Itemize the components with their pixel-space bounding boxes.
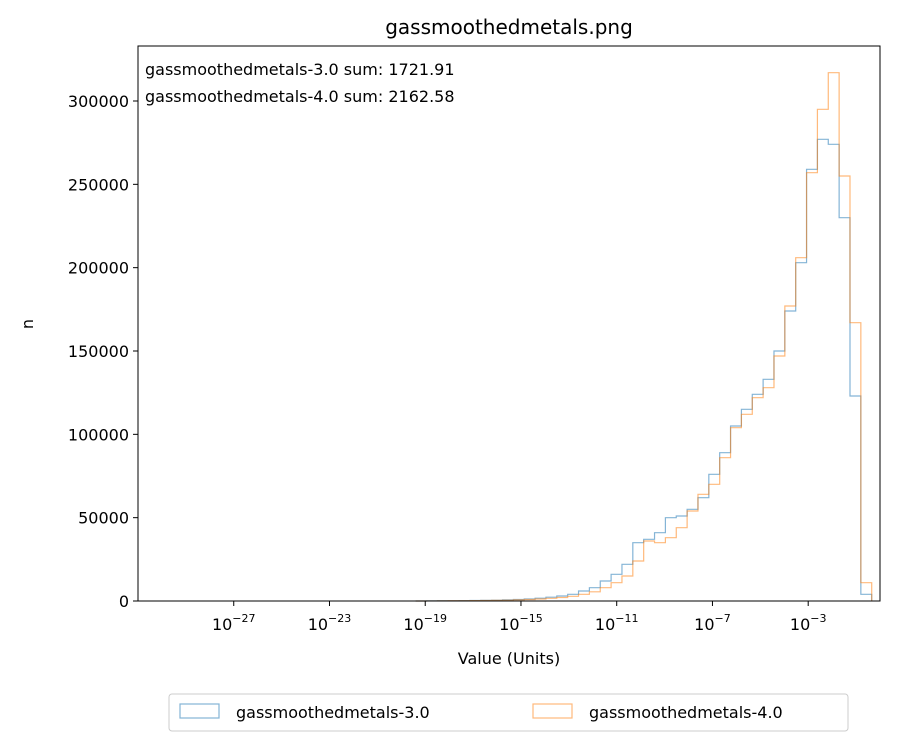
legend-label-series-2: gassmoothedmetals-4.0 — [589, 703, 783, 722]
legend-swatch-series-2 — [532, 703, 573, 719]
y-tick-label: 200000 — [68, 259, 129, 278]
legend: gassmoothedmetals-3.0 gassmoothedmetals-… — [168, 693, 849, 732]
y-tick-label: 150000 — [68, 342, 129, 361]
y-axis-label: n — [18, 319, 37, 329]
legend-box — [168, 693, 849, 732]
x-tick-label: 10−27 — [212, 612, 256, 634]
legend-swatch-series-1 — [179, 703, 220, 719]
x-tick-label: 10−11 — [595, 612, 639, 634]
axes-frame — [137, 45, 881, 602]
y-tick-label: 300000 — [68, 92, 129, 111]
x-tick-label: 10−19 — [403, 612, 447, 634]
y-tick-label: 50000 — [78, 509, 129, 528]
series-2-step-outline — [415, 72, 873, 602]
series-layer — [415, 72, 873, 602]
x-tick-label: 10−7 — [694, 612, 731, 634]
x-tick-label: 10−15 — [499, 612, 543, 634]
sum-annotation-2: gassmoothedmetals-4.0 sum: 2162.58 — [145, 87, 455, 106]
x-tick-label: 10−23 — [308, 612, 352, 634]
legend-label-series-1: gassmoothedmetals-3.0 — [236, 703, 430, 722]
chart-title: gassmoothedmetals.png — [385, 15, 633, 39]
y-tick-label: 250000 — [68, 175, 129, 194]
plot-area — [137, 45, 881, 602]
y-tick-label: 100000 — [68, 425, 129, 444]
y-tick-label: 0 — [119, 592, 129, 611]
x-axis-ticks: 10−27 10−23 10−19 10−15 10−11 10−7 10−3 — [212, 601, 827, 634]
x-axis-label: Value (Units) — [458, 649, 560, 668]
x-tick-label: 10−3 — [790, 612, 827, 634]
sum-annotation-1: gassmoothedmetals-3.0 sum: 1721.91 — [145, 60, 455, 79]
y-axis-ticks: 0 50000 100000 150000 200000 250000 300000 — [68, 92, 138, 611]
